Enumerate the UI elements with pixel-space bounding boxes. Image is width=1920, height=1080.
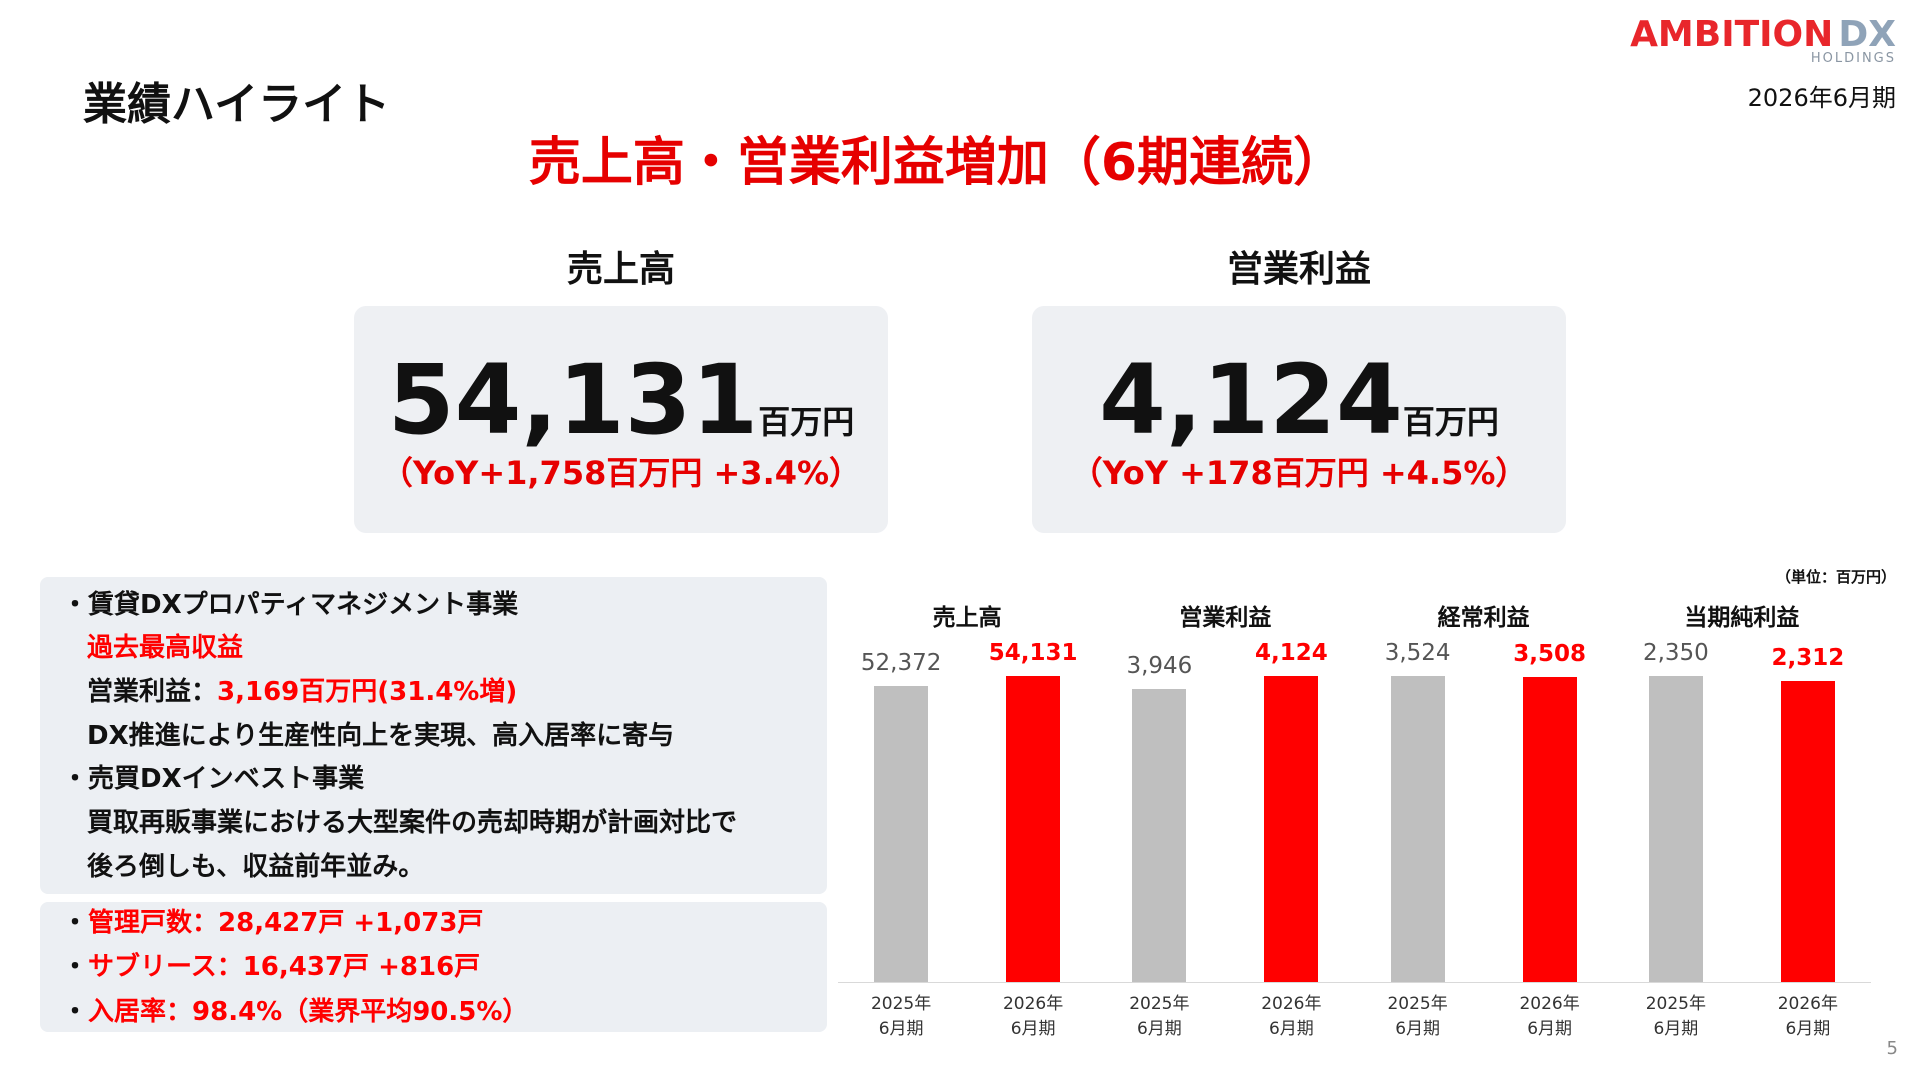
- bar: [1780, 680, 1835, 982]
- line: 営業利益：3,169百万円(31.4%増): [87, 671, 517, 708]
- kpi-unit: 百万円: [758, 403, 855, 441]
- heading: ・賃貸DXプロパティマネジメント事業: [62, 590, 519, 620]
- value-label: 2,350: [1642, 640, 1709, 666]
- group-title: 当期純利益: [1684, 605, 1800, 631]
- kpi-main: 4,124百万円: [1032, 344, 1566, 456]
- label: 営業利益：: [87, 677, 218, 707]
- bar: [1006, 676, 1061, 982]
- kpi-value: 4,124: [1099, 344, 1403, 456]
- bar: [1522, 677, 1577, 982]
- metric-text: サブリース：16,437戸 +816戸: [88, 952, 481, 982]
- baseline: [838, 982, 1871, 983]
- kpi-box: 4,124百万円 （YoY +178百万円 +4.5%）: [1032, 306, 1566, 533]
- line: 買取再販事業における大型案件の売却時期が計画対比で: [87, 808, 738, 838]
- metric: ・入居率：98.4%（業界平均90.5%）: [62, 991, 528, 1028]
- x-label: 2025年 6月期: [1387, 994, 1448, 1039]
- x-label: 2025年 6月期: [870, 994, 932, 1039]
- metric-text: 管理戸数：28,427戸 +1,073戸: [88, 908, 484, 938]
- bar: [874, 685, 929, 982]
- group-title: 売上高: [932, 605, 1002, 631]
- bullet: ・: [62, 997, 89, 1027]
- bar: [1264, 676, 1319, 982]
- period: 2026年6月期: [1747, 84, 1896, 112]
- x-label: 2026年 6月期: [1002, 994, 1064, 1039]
- bullet: ・: [62, 908, 89, 938]
- value-label: 54,131: [988, 640, 1078, 666]
- value-label: 2,312: [1771, 644, 1845, 671]
- metric: ・管理戸数：28,427戸 +1,073戸: [62, 902, 483, 939]
- kpi-yoy: （YoY+1,758百万円 +3.4%）: [380, 454, 862, 492]
- value-label: 4,124: [1254, 640, 1328, 666]
- kpi-value: 54,131: [387, 344, 759, 456]
- value-label: 3,946: [1126, 653, 1193, 680]
- logo-suffix: DX: [1838, 14, 1896, 55]
- metric: ・サブリース：16,437戸 +816戸: [62, 946, 480, 983]
- x-label: 2026年 6月期: [1777, 994, 1838, 1039]
- line: 過去最高収益: [87, 633, 244, 663]
- group-title: 経常利益: [1437, 605, 1530, 631]
- group-title: 営業利益: [1179, 605, 1272, 631]
- kpi-label: 営業利益: [1226, 249, 1371, 290]
- metric-text: 入居率：98.4%（業界平均90.5%）: [88, 997, 529, 1027]
- value-label: 3,508: [1513, 641, 1586, 668]
- bullet: ・: [62, 952, 89, 982]
- x-label: 2025年 6月期: [1645, 994, 1706, 1039]
- page-number: 5: [1886, 1038, 1898, 1059]
- headline: 売上高・営業利益増加（6期連続）: [528, 133, 1346, 193]
- kpi-yoy: （YoY +178百万円 +4.5%）: [1070, 454, 1528, 492]
- bar: [1648, 676, 1703, 982]
- bar: [1390, 676, 1445, 982]
- business-panel: ・賃貸DXプロパティマネジメント事業 過去最高収益 営業利益：3,169百万円(…: [40, 577, 827, 894]
- unit-note: （単位：百万円）: [1775, 568, 1896, 586]
- kpi-box: 54,131百万円 （YoY+1,758百万円 +3.4%）: [354, 306, 888, 533]
- x-label: 2025年 6月期: [1129, 994, 1190, 1039]
- metrics-panel: ・管理戸数：28,427戸 +1,073戸 ・サブリース：16,437戸 +81…: [40, 902, 827, 1032]
- logo-brand: AMBITION: [1630, 14, 1834, 55]
- heading: ・売買DXインベスト事業: [62, 764, 365, 794]
- x-label: 2026年 6月期: [1261, 994, 1322, 1039]
- logo: AMBITION DX HOLDINGS: [1630, 14, 1896, 66]
- line: 後ろ倒しも、収益前年並み。: [87, 852, 425, 882]
- value: 3,169百万円(31.4%増): [217, 677, 518, 707]
- logo-sub: HOLDINGS: [1810, 51, 1896, 66]
- value-label: 52,372: [860, 649, 942, 676]
- kpi-unit: 百万円: [1402, 403, 1499, 441]
- slide-title: 業績ハイライト: [83, 79, 391, 130]
- value-label: 3,524: [1384, 640, 1451, 666]
- kpi-label: 売上高: [566, 249, 675, 290]
- bar: [1132, 689, 1187, 982]
- x-label: 2026年 6月期: [1519, 994, 1580, 1039]
- line: DX推進により生産性向上を実現、高入居率に寄与: [87, 721, 675, 751]
- kpi-main: 54,131百万円: [354, 344, 888, 456]
